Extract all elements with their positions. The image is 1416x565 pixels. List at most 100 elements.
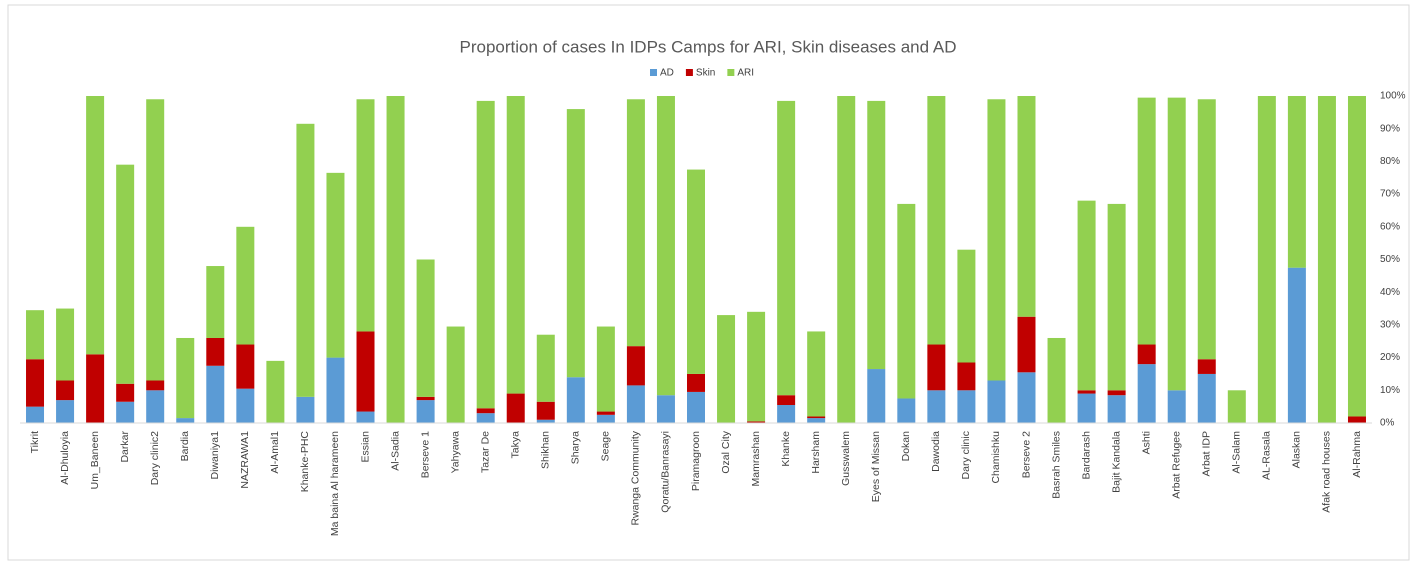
- bar-segment: [146, 390, 165, 423]
- bar-segment: [626, 346, 645, 386]
- bar-segment: [1347, 416, 1366, 423]
- bar-segment: [1197, 373, 1216, 423]
- bar-segment: [1347, 96, 1366, 417]
- x-tick-label: Qoratu/Banrasayi: [660, 431, 672, 513]
- bar-segment: [1107, 203, 1126, 391]
- x-tick-label: NAZRAWA1: [239, 431, 251, 489]
- bar-segment: [356, 331, 375, 412]
- bar-segment: [1257, 96, 1276, 423]
- bar-segment: [747, 311, 766, 422]
- bar-segment: [236, 226, 255, 345]
- bar-segment: [476, 413, 495, 423]
- x-tick-label: Al-Sadia: [389, 431, 401, 471]
- x-tick-label: Tikrit: [29, 431, 41, 453]
- x-tick-label: Shikhan: [540, 431, 552, 469]
- x-tick-label: Harsham: [810, 431, 822, 474]
- bar-segment: [506, 96, 525, 394]
- bar-segment: [596, 326, 615, 412]
- bar-segment: [1137, 364, 1156, 423]
- bar-segment: [1167, 97, 1186, 391]
- bar-segment: [206, 337, 225, 366]
- bar-segment: [416, 396, 435, 401]
- x-tick-label: Piramagroon: [690, 431, 702, 491]
- bar-segment: [506, 393, 525, 423]
- bar-segment: [476, 408, 495, 414]
- x-tick-label: Ma baina Al harameen: [329, 431, 341, 536]
- x-tick-label: Arbat IDP: [1201, 431, 1213, 477]
- bar-segment: [536, 334, 555, 402]
- x-tick-label: Bardarash: [1080, 431, 1092, 480]
- x-tick-label: Gusswalem: [840, 431, 852, 486]
- bar-segment: [56, 380, 75, 401]
- legend-label: Skin: [696, 68, 715, 79]
- y-tick-label: 20%: [1380, 352, 1400, 363]
- bar-segment: [416, 259, 435, 397]
- y-tick-label: 10%: [1380, 385, 1400, 396]
- bar-segment: [777, 100, 796, 396]
- bar-segment: [26, 359, 45, 407]
- x-tick-label: Chamishku: [990, 431, 1002, 484]
- x-tick-label: Eyes of Missan: [870, 431, 882, 502]
- x-tick-label: Dawodia: [930, 431, 942, 472]
- x-tick-label: Seage: [600, 431, 612, 462]
- bar-segment: [1047, 337, 1066, 423]
- bar-segment: [1017, 372, 1036, 423]
- x-tick-label: Diwaniya1: [209, 431, 221, 480]
- bar-segment: [56, 308, 75, 381]
- bar-segment: [777, 395, 796, 406]
- legend-label: AD: [660, 68, 674, 79]
- x-tick-label: Al-Salam: [1231, 431, 1243, 474]
- bar-segment: [356, 411, 375, 423]
- x-tick-label: Bardia: [179, 431, 191, 462]
- bar-segment: [927, 344, 946, 391]
- bar-segment: [146, 380, 165, 391]
- bar-segment: [206, 365, 225, 423]
- bar-segment: [957, 390, 976, 423]
- bar-segment: [687, 169, 705, 374]
- bar-segment: [386, 96, 405, 423]
- x-tick-label: Khanke-PHC: [299, 431, 311, 493]
- x-tick-label: Yahyawa: [449, 431, 461, 474]
- bar-segment: [656, 395, 675, 423]
- y-tick-label: 60%: [1380, 221, 1400, 232]
- bar-segment: [416, 400, 435, 423]
- bar-segment: [1287, 267, 1306, 423]
- bar-segment: [176, 337, 195, 419]
- x-tick-label: Rwanga Community: [630, 430, 642, 525]
- bar-segment: [596, 411, 615, 415]
- x-tick-label: Al-Amal1: [269, 431, 281, 474]
- bar-segment: [837, 96, 856, 423]
- bar-segment: [296, 396, 315, 423]
- bar-segment: [1227, 390, 1246, 423]
- y-tick-label: 70%: [1380, 189, 1400, 200]
- bar-segment: [296, 123, 315, 397]
- bar-segment: [626, 99, 645, 347]
- bar-segment: [1197, 99, 1216, 360]
- bar-segment: [687, 391, 705, 423]
- bar-segment: [1197, 359, 1216, 374]
- bar-segment: [206, 266, 225, 338]
- bar-segment: [957, 362, 976, 391]
- bar-segment: [1287, 96, 1306, 268]
- bar-segment: [1017, 96, 1036, 317]
- bar-segment: [266, 360, 285, 423]
- bar-segment: [1077, 390, 1096, 394]
- y-tick-label: 50%: [1380, 254, 1400, 265]
- bar-segment: [777, 405, 796, 423]
- bar-segment: [536, 401, 555, 420]
- bar-segment: [56, 400, 75, 423]
- bar-segment: [807, 416, 826, 419]
- x-tick-label: Ashti: [1140, 431, 1152, 454]
- bar-segment: [536, 419, 555, 423]
- bar-segment: [1017, 316, 1036, 373]
- x-tick-label: Ozal City: [720, 430, 732, 473]
- x-tick-label: Alaskan: [1291, 431, 1303, 469]
- bar-segment: [146, 99, 165, 381]
- x-tick-label: Darkar: [119, 431, 131, 463]
- y-tick-label: 100%: [1380, 91, 1406, 102]
- bar-segment: [807, 331, 826, 417]
- bar-segment: [897, 398, 916, 423]
- bar-segment: [1317, 96, 1336, 423]
- x-tick-label: Berseve 2: [1020, 431, 1032, 478]
